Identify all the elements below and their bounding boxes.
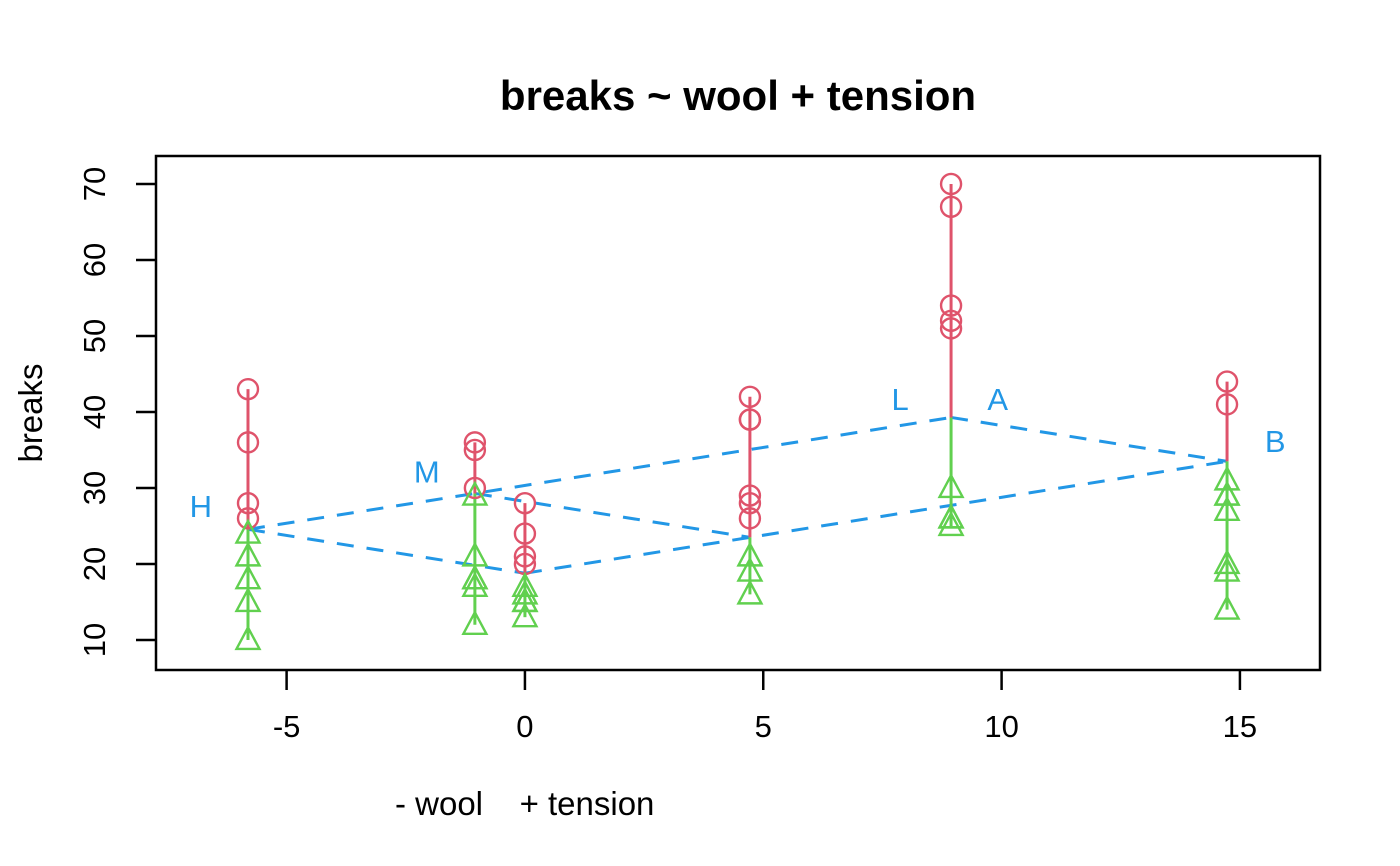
data-point-circle — [738, 408, 762, 431]
data-point-triangle — [937, 472, 965, 499]
data-point-circle — [236, 507, 260, 530]
data-point-triangle — [1213, 495, 1241, 521]
line-label-B: B — [1265, 424, 1286, 459]
data-point-triangle — [1213, 548, 1241, 575]
y-tick-label: 70 — [77, 167, 112, 201]
data-point-circle — [463, 431, 487, 454]
line-label-L: L — [891, 382, 908, 417]
fit-line-tension-H — [247, 527, 526, 575]
data-point-circle — [236, 491, 260, 515]
data-point-circle — [939, 317, 963, 340]
x-tick-label: -5 — [273, 709, 301, 744]
y-tick-label: 10 — [77, 623, 112, 657]
data-point-triangle — [234, 624, 262, 651]
x-tick-label: 5 — [755, 709, 772, 744]
fit-line-tension-M — [474, 491, 751, 539]
fit-line-tension-L — [950, 415, 1228, 463]
data-point-circle — [463, 476, 487, 500]
x-axis-label-tension: + tension — [520, 785, 655, 822]
data-point-triangle — [511, 586, 539, 613]
data-point-triangle — [461, 564, 489, 590]
data-point-circle — [939, 172, 963, 196]
data-point-triangle — [937, 503, 965, 529]
data-point-circle — [1215, 370, 1239, 393]
data-point-triangle — [937, 510, 965, 537]
y-tick-label: 40 — [77, 395, 112, 429]
chart-title: breaks ~ wool + tension — [500, 72, 976, 119]
data-point-circle — [236, 377, 260, 401]
data-point-circle — [738, 507, 762, 530]
data-point-triangle — [234, 586, 262, 613]
data-point-triangle — [736, 579, 764, 605]
data-point-circle — [463, 438, 487, 462]
data-point-triangle — [1213, 594, 1241, 620]
line-label-A: A — [987, 382, 1008, 417]
data-point-circle — [939, 309, 963, 332]
data-point-triangle — [1213, 480, 1241, 506]
y-tick-label: 30 — [77, 471, 112, 505]
x-axis-label-wool: - wool — [395, 785, 483, 822]
y-tick-label: 20 — [77, 547, 112, 581]
data-point-circle — [738, 484, 762, 507]
data-point-circle — [236, 431, 260, 454]
data-point-circle — [513, 545, 537, 568]
x-tick-label: 0 — [516, 709, 533, 744]
data-point-triangle — [511, 602, 539, 628]
data-point-circle — [939, 195, 963, 218]
data-point-triangle — [461, 609, 489, 635]
y-tick-label: 50 — [77, 319, 112, 353]
fit-line-wool-A — [247, 415, 952, 531]
data-point-circle — [738, 491, 762, 515]
line-label-H: H — [190, 489, 212, 524]
data-point-triangle — [461, 480, 489, 506]
y-tick-label: 60 — [77, 243, 112, 277]
data-point-triangle — [461, 571, 489, 597]
data-point-circle — [513, 491, 537, 515]
data-point-triangle — [511, 571, 539, 597]
x-tick-label: 15 — [1223, 709, 1257, 744]
data-point-circle — [939, 294, 963, 317]
data-point-circle — [1215, 393, 1239, 416]
fit-line-wool-B — [524, 459, 1228, 575]
data-point-triangle — [736, 541, 764, 567]
data-point-triangle — [1213, 465, 1241, 491]
plot-frame — [154, 154, 1322, 672]
data-point-circle — [738, 385, 762, 408]
data-point-circle — [513, 522, 537, 545]
y-axis-label: breaks — [12, 363, 49, 462]
data-point-triangle — [1213, 556, 1241, 582]
line-label-M: M — [414, 454, 440, 489]
x-tick-label: 10 — [984, 709, 1018, 744]
